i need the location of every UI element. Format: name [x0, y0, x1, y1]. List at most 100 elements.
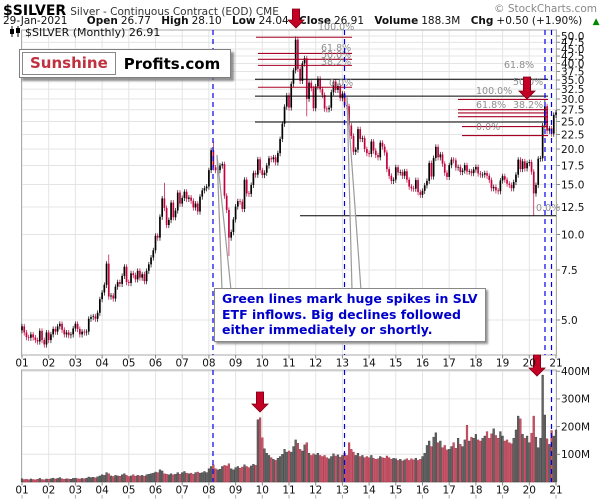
svg-text:32.5: 32.5 — [561, 84, 584, 96]
quote-open: Open 26.77 — [86, 15, 151, 27]
svg-text:17: 17 — [443, 358, 456, 370]
svg-text:200M: 200M — [561, 421, 590, 433]
svg-text:22.5: 22.5 — [561, 129, 584, 141]
svg-text:42.5: 42.5 — [561, 51, 584, 63]
quote-low: Low 24.04 — [232, 15, 289, 27]
sunshine-profits-logo: Sunshine Profits.com — [19, 49, 232, 78]
svg-text:01: 01 — [15, 358, 28, 370]
ticker-symbol: $SILVER — [3, 3, 67, 19]
svg-text:11: 11 — [282, 358, 295, 370]
quote-date: 29-Jan-2021 — [3, 15, 68, 27]
svg-text:14: 14 — [362, 358, 376, 370]
svg-text:30.0: 30.0 — [561, 94, 584, 106]
svg-text:21: 21 — [549, 358, 562, 370]
annotation-line-3: either immediately or shortly. — [222, 322, 433, 337]
svg-text:02: 02 — [42, 485, 55, 497]
svg-text:10: 10 — [256, 358, 269, 370]
svg-text:13: 13 — [336, 485, 349, 497]
logo-profits: Profits.com — [115, 52, 229, 75]
svg-text:45.0: 45.0 — [561, 44, 584, 56]
annotation-line-1: Green lines mark huge spikes in SLV — [222, 291, 478, 306]
svg-text:02: 02 — [42, 358, 55, 370]
svg-text:14: 14 — [362, 485, 376, 497]
svg-text:12: 12 — [309, 485, 322, 497]
svg-text:09: 09 — [229, 358, 242, 370]
svg-text:40.0: 40.0 — [561, 58, 584, 70]
svg-text:04: 04 — [95, 485, 109, 497]
instrument-title: Silver - Continuous Contract (EOD) CME — [70, 6, 279, 18]
svg-text:15: 15 — [389, 358, 402, 370]
svg-text:12: 12 — [309, 358, 322, 370]
plot-title: $SILVER (Monthly) 26.91 — [9, 26, 160, 39]
svg-text:20.0: 20.0 — [561, 144, 584, 156]
logo-sunshine: Sunshine — [22, 52, 116, 75]
svg-text:0.0%: 0.0% — [329, 78, 353, 89]
svg-text:18: 18 — [469, 485, 482, 497]
svg-text:0.0%: 0.0% — [536, 203, 560, 214]
svg-text:06: 06 — [149, 358, 163, 370]
svg-text:37.5: 37.5 — [561, 66, 584, 78]
svg-text:09: 09 — [229, 485, 242, 497]
svg-text:17.5: 17.5 — [561, 160, 584, 172]
svg-text:07: 07 — [176, 485, 189, 497]
annotation-line-2: ETF inflows. Big declines followed — [222, 306, 461, 322]
svg-text:5.0: 5.0 — [561, 315, 578, 327]
svg-text:15.0: 15.0 — [561, 179, 584, 191]
svg-text:13: 13 — [336, 358, 349, 370]
svg-text:61.8%: 61.8% — [321, 43, 351, 54]
quote-change: Chg +0.50 (+1.90%) — [470, 15, 583, 27]
quote-high: High 28.10 — [161, 15, 222, 27]
svg-text:05: 05 — [122, 485, 135, 497]
svg-text:35.0: 35.0 — [561, 75, 584, 87]
svg-text:15: 15 — [389, 485, 402, 497]
svg-text:19: 19 — [496, 358, 509, 370]
svg-text:07: 07 — [176, 358, 189, 370]
annotation-box: Green lines mark huge spikes in SLV ETF … — [214, 288, 486, 342]
svg-text:47.5: 47.5 — [561, 37, 584, 49]
svg-text:21: 21 — [549, 485, 562, 497]
svg-text:50.0: 50.0 — [561, 31, 584, 43]
svg-text:05: 05 — [122, 358, 135, 370]
svg-text:11: 11 — [282, 485, 295, 497]
svg-text:38.2%: 38.2% — [321, 57, 351, 68]
svg-text:16: 16 — [416, 358, 430, 370]
svg-text:20: 20 — [523, 358, 536, 370]
stockcharts-copyright: © StockCharts.com — [494, 3, 597, 15]
svg-text:25.0: 25.0 — [561, 116, 584, 128]
svg-text:04: 04 — [95, 358, 109, 370]
svg-text:0.0%: 0.0% — [476, 122, 500, 133]
svg-text:100.0%: 100.0% — [476, 86, 512, 97]
svg-text:06: 06 — [149, 485, 163, 497]
quote-bar: 29-Jan-2021 Open 26.77 High 28.10 Low 24.04… — [3, 15, 600, 27]
svg-text:12.5: 12.5 — [561, 202, 584, 214]
svg-text:01: 01 — [15, 485, 28, 497]
svg-text:27.5: 27.5 — [561, 105, 584, 117]
change-up-icon: ▲ — [592, 17, 600, 27]
svg-text:38.2%: 38.2% — [513, 100, 543, 111]
svg-text:300M: 300M — [561, 394, 590, 406]
svg-text:7.5: 7.5 — [561, 265, 578, 277]
svg-text:50.0%: 50.0% — [321, 50, 351, 61]
svg-text:400M: 400M — [561, 366, 590, 378]
svg-text:100.0%: 100.0% — [318, 22, 354, 33]
candlestick-icon — [10, 26, 20, 37]
svg-text:10.0: 10.0 — [561, 229, 584, 241]
svg-text:61.8%: 61.8% — [476, 100, 506, 111]
svg-text:61.8%: 61.8% — [504, 60, 534, 71]
svg-text:18: 18 — [469, 358, 482, 370]
svg-text:08: 08 — [202, 485, 215, 497]
svg-text:100M: 100M — [561, 449, 590, 461]
svg-text:19: 19 — [496, 485, 509, 497]
plot-title-text: $SILVER (Monthly) 26.91 — [25, 26, 161, 39]
svg-text:03: 03 — [69, 485, 82, 497]
quote-volume: Volume 188.3M — [374, 15, 461, 27]
svg-text:10: 10 — [256, 485, 269, 497]
chart-header: $SILVER Silver - Continuous Contract (EOD… — [3, 0, 597, 19]
svg-text:08: 08 — [202, 358, 215, 370]
quote-close: Close 26.91 — [299, 15, 364, 27]
svg-text:17: 17 — [443, 485, 456, 497]
svg-text:03: 03 — [69, 358, 82, 370]
svg-text:20: 20 — [523, 485, 536, 497]
